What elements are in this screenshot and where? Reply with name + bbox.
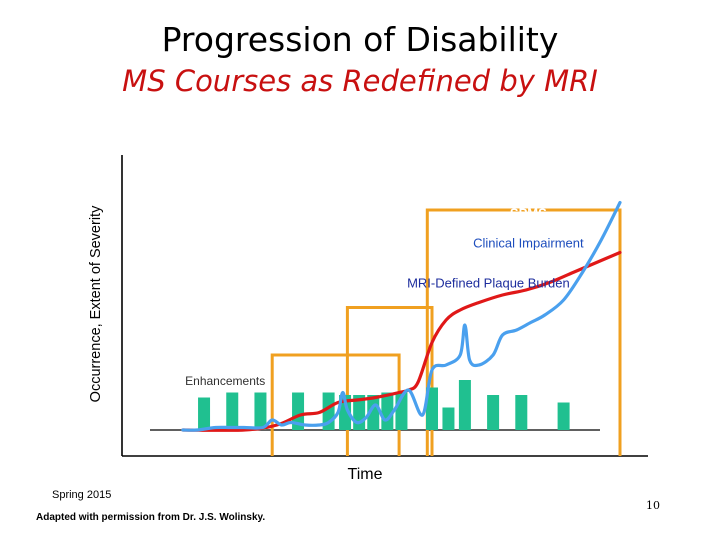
enhancement-bar: [292, 392, 305, 430]
annotation-early-rrms: Early RRMS: [290, 367, 325, 396]
annotation-mri-defined-plaque-burden: MRI-Defined Plaque Burden: [407, 276, 570, 291]
credit-line: Adapted with permission from Dr. J.S. Wo…: [36, 512, 266, 523]
x-axis-label: Time: [348, 466, 383, 483]
enhancement-bar: [254, 392, 267, 430]
slide-subtitle: MS Courses as Redefined by MRI: [122, 64, 598, 98]
footer-date: Spring 2015: [52, 489, 112, 501]
enhancement-bar: [442, 407, 455, 430]
annotation-spms: SPMS: [510, 206, 547, 221]
stage-box-late-rrms: [345, 306, 434, 456]
enhancement-bar: [198, 397, 211, 430]
y-axis-label: Occurrence, Extent of Severity: [88, 205, 104, 402]
slide-title: Progression of Disability: [161, 20, 559, 59]
stage-box-spms: [425, 208, 622, 456]
enhancement-bar: [487, 395, 500, 430]
chart-labels: SPMS Clinical Impairment MRI-Defined Plaqu…: [88, 205, 584, 483]
enhancement-bar: [339, 395, 352, 430]
annotation-clinical-impairment: Clinical Impairment: [473, 236, 584, 251]
enhancement-bar: [458, 380, 471, 430]
enhancement-bar: [426, 387, 438, 430]
series-line-mri-defined-plaque-burden: [181, 250, 622, 432]
stage-box-early-rrms: [270, 353, 401, 456]
enhancement-bar: [515, 395, 528, 430]
series-lines: [181, 200, 622, 432]
annotation-late-rrms: Late RRMS: [372, 309, 407, 338]
page-number: 10: [646, 499, 660, 512]
annotation-enhancements: Enhancements: [185, 374, 265, 388]
series-line-clinical-impairment: [181, 200, 622, 432]
enhancement-bar: [557, 402, 570, 430]
enhancement-bar: [226, 392, 239, 430]
